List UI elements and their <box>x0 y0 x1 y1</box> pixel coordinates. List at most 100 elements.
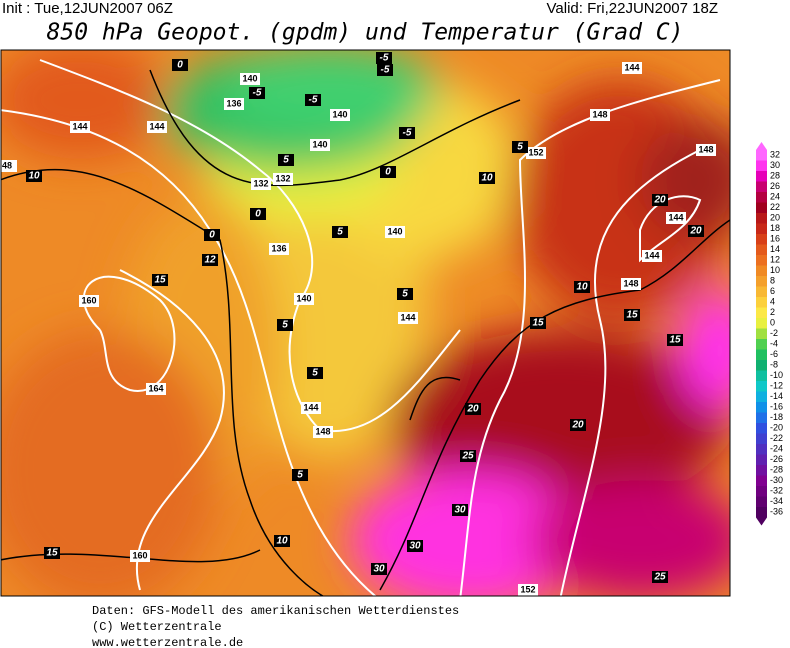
geopotential-label-box <box>1 160 17 172</box>
temperature-label-box <box>574 281 590 293</box>
colorbar-label: -8 <box>770 360 778 370</box>
colorbar-arrow-bottom <box>756 517 767 526</box>
temperature-label: 20 <box>689 226 702 237</box>
temperature-label-box <box>277 319 293 331</box>
colorbar-swatch <box>756 486 767 497</box>
geopotential-label-box <box>330 109 350 121</box>
temperature-label: 25 <box>653 572 666 583</box>
colorbar-swatch <box>756 360 767 371</box>
geopotential-label: 148 <box>315 426 330 436</box>
geopotential-label-box <box>130 550 150 562</box>
colorbar-swatch <box>756 307 767 318</box>
temperature-label: 5 <box>517 142 523 153</box>
temperature-label: 30 <box>373 564 385 575</box>
colorbar-label: 2 <box>770 307 775 317</box>
colorbar-swatch <box>756 496 767 507</box>
geopotential-label: 144 <box>400 312 415 322</box>
temperature-label: -5 <box>309 95 318 106</box>
temperature-label: 10 <box>276 536 288 547</box>
colorbar-label: 18 <box>770 223 780 233</box>
colorbar-swatch <box>756 181 767 192</box>
colorbar-swatch <box>756 465 767 476</box>
colorbar-swatch <box>756 244 767 255</box>
temperature-label: 15 <box>46 548 58 559</box>
temperature-label-box <box>380 166 396 178</box>
temperature-label-box <box>172 59 188 71</box>
temperature-label-box <box>292 469 308 481</box>
temperature-label-box <box>250 208 266 220</box>
geopotential-label-box <box>590 109 610 121</box>
temperature-label-box <box>278 154 294 166</box>
geopotential-label-box <box>79 295 99 307</box>
geopotential-label: 152 <box>528 147 543 157</box>
temperature-label: 15 <box>626 310 638 321</box>
geopotential-label-box <box>518 584 538 596</box>
footer-url: www.wetterzentrale.de <box>92 636 243 648</box>
temperature-label: -5 <box>253 88 262 99</box>
colorbar-swatch <box>756 192 767 203</box>
colorbar-label: 4 <box>770 297 775 307</box>
colorbar-label: -28 <box>770 465 783 475</box>
colorbar-label: -22 <box>770 433 783 443</box>
temperature-label-box <box>570 419 586 431</box>
temperature-label-box <box>397 288 413 300</box>
temperature-label-box <box>512 141 528 153</box>
temperature-label-box <box>688 225 704 237</box>
geopotential-label: 140 <box>387 226 402 236</box>
temperature-contours <box>1 69 730 596</box>
geopotential-label-box <box>269 243 289 255</box>
temperature-label: 5 <box>297 470 303 481</box>
temperature-label: 15 <box>669 335 681 346</box>
colorbar-label: -30 <box>770 475 783 485</box>
colorbar-swatch <box>756 444 767 455</box>
geopotential-label-box <box>301 402 321 414</box>
temperature-label-box <box>202 254 218 266</box>
temperature-label-box <box>332 226 348 238</box>
colorbar-swatch <box>756 223 767 234</box>
temperature-label: 10 <box>28 171 40 182</box>
geopotential-label-box <box>240 73 260 85</box>
temperature-label-box <box>530 317 546 329</box>
footer-source: Daten: GFS-Modell des amerikanischen Wet… <box>92 604 459 618</box>
colorbar-label: 0 <box>770 318 775 328</box>
temperature-label-box <box>204 229 220 241</box>
colorbar-swatch <box>756 507 767 518</box>
geopotential-label: 148 <box>592 109 607 119</box>
geopotential-label: 140 <box>242 73 257 83</box>
temperature-label-box <box>407 540 423 552</box>
temperature-label: 10 <box>576 282 588 293</box>
geopotential-label-box <box>622 62 642 74</box>
geopotential-label: 160 <box>81 295 96 305</box>
colorbar-label: 6 <box>770 286 775 296</box>
map-frame <box>0 49 731 597</box>
geopotential-label-box <box>526 147 546 159</box>
geopotential-label: 48 <box>2 160 12 170</box>
temperature-label-box <box>371 563 387 575</box>
colorbar-swatch <box>756 171 767 182</box>
temperature-label-box <box>652 571 668 583</box>
colorbar-swatch <box>756 339 767 350</box>
colorbar-swatch <box>756 213 767 224</box>
geopotential-label: 140 <box>332 109 347 119</box>
colorbar-label: 10 <box>770 265 780 275</box>
colorbar-label: -34 <box>770 496 783 506</box>
geopotential-contours <box>1 59 721 596</box>
colorbar-swatch <box>756 202 767 213</box>
colorbar-swatch <box>756 433 767 444</box>
colorbar-swatch <box>756 286 767 297</box>
temperature-label: 25 <box>461 451 474 462</box>
geopotential-label: 136 <box>271 243 286 253</box>
geopotential-label-box <box>621 278 641 290</box>
colorbar-label: -16 <box>770 402 783 412</box>
colorbar-label: -36 <box>770 507 783 517</box>
geopotential-label: 164 <box>148 383 163 393</box>
colorbar-label: 24 <box>770 192 780 202</box>
colorbar-swatch <box>756 265 767 276</box>
temperature-label: 5 <box>337 227 343 238</box>
colorbar-label: 26 <box>770 181 780 191</box>
temperature-label: 5 <box>402 289 408 300</box>
geopotential-label-box <box>273 173 293 185</box>
footer-copyright: (C) Wetterzentrale <box>92 620 222 634</box>
colorbar-label: -20 <box>770 423 783 433</box>
